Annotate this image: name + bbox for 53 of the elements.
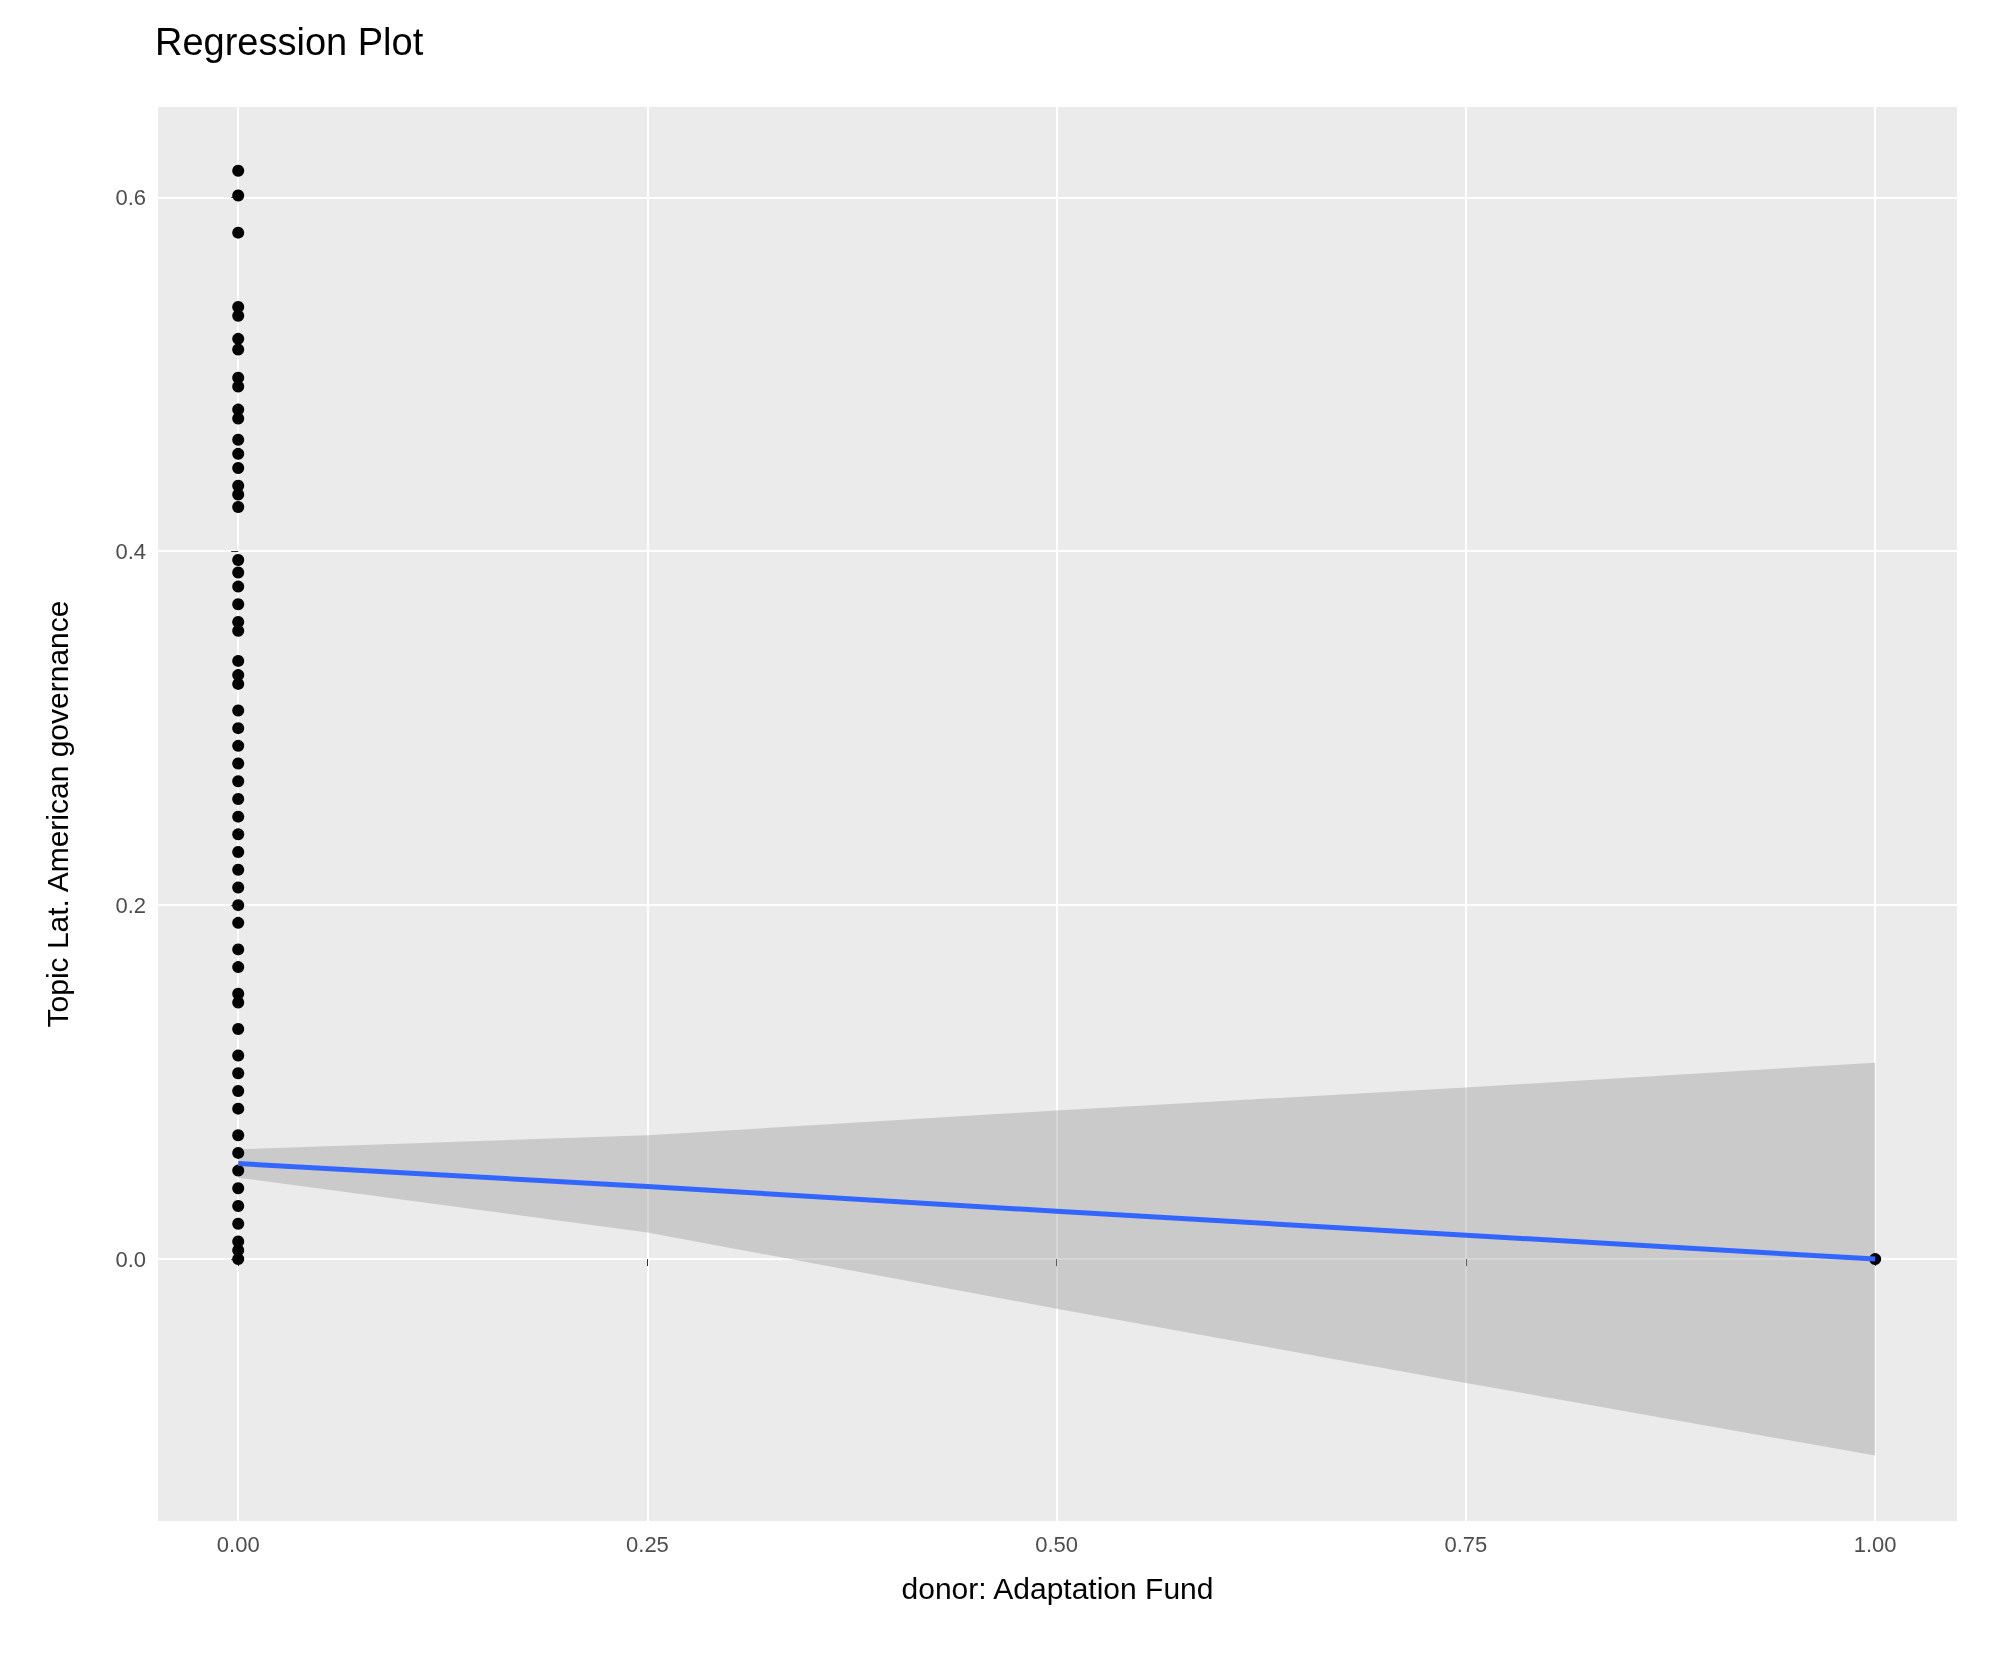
x-tick-label: 0.25 (626, 1531, 669, 1557)
point (232, 554, 245, 567)
point (232, 1164, 245, 1177)
point (232, 1049, 245, 1062)
point (232, 1146, 245, 1159)
point (232, 189, 245, 202)
point (232, 943, 245, 956)
point (232, 580, 245, 593)
y-tick-label: 0.4 (115, 538, 146, 564)
x-axis-title: donor: Adaptation Fund (901, 1571, 1214, 1605)
point (232, 1253, 245, 1266)
point (232, 1199, 245, 1212)
point (232, 566, 245, 579)
point (232, 343, 245, 356)
point (232, 846, 245, 859)
point (232, 447, 245, 460)
y-tick-label: 0.2 (115, 892, 146, 918)
y-tick-label: 0.0 (115, 1246, 146, 1272)
x-tick-label: 0.75 (1444, 1531, 1488, 1557)
point (232, 792, 245, 805)
point (232, 810, 245, 823)
point (232, 828, 245, 841)
point (232, 899, 245, 912)
point (232, 1182, 245, 1195)
point (232, 757, 245, 770)
point (232, 739, 245, 752)
x-tick-label: 1.00 (1853, 1531, 1897, 1557)
point (232, 433, 245, 446)
point (232, 775, 245, 788)
point (232, 863, 245, 876)
point (232, 1023, 245, 1036)
chart-title: Regression Plot (155, 21, 424, 63)
point (232, 1084, 245, 1097)
point (232, 654, 245, 667)
point (232, 1129, 245, 1142)
point (232, 1067, 245, 1080)
point (232, 598, 245, 611)
point (232, 722, 245, 735)
x-tick-label: 0.00 (216, 1531, 260, 1557)
x-tick-label: 0.50 (1035, 1531, 1079, 1557)
y-axis-title: Topic Lat. American governance (40, 600, 74, 1028)
point (232, 1102, 245, 1115)
point (232, 704, 245, 717)
point (232, 226, 245, 239)
point (232, 164, 245, 177)
point (232, 462, 245, 475)
point (232, 332, 245, 345)
y-tick-label: 0.6 (115, 184, 146, 210)
point (232, 500, 245, 513)
point (232, 961, 245, 974)
point (232, 881, 245, 894)
point (232, 916, 245, 929)
point (232, 1217, 245, 1230)
